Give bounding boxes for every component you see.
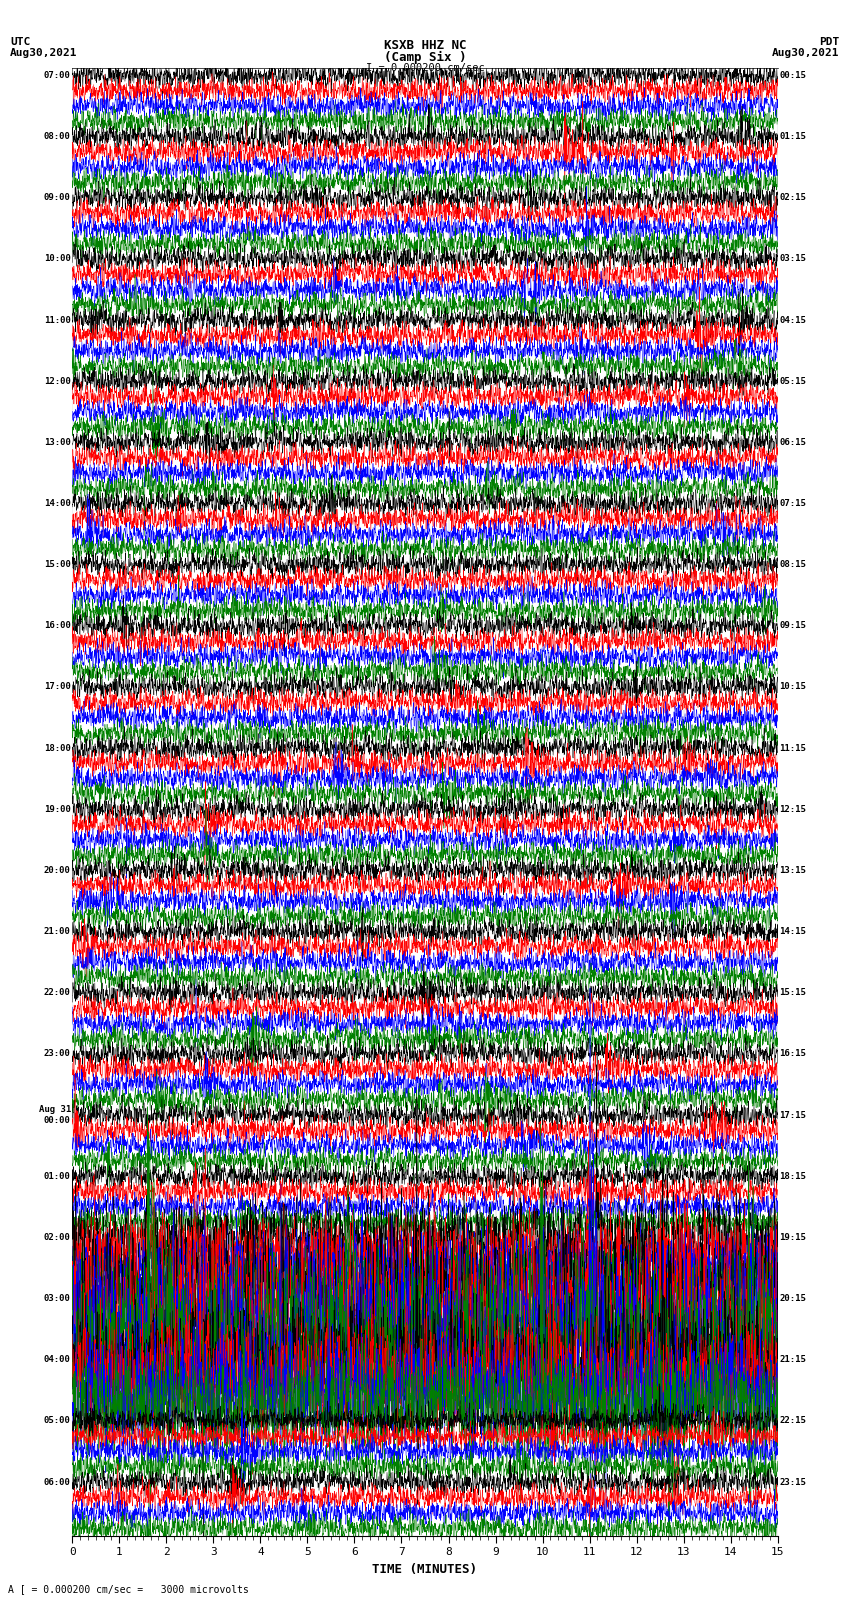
Text: 15:15: 15:15 xyxy=(779,989,806,997)
Text: 22:00: 22:00 xyxy=(44,989,71,997)
Text: 08:15: 08:15 xyxy=(779,560,806,569)
Text: 04:00: 04:00 xyxy=(44,1355,71,1365)
Text: 16:00: 16:00 xyxy=(44,621,71,631)
Text: 10:00: 10:00 xyxy=(44,255,71,263)
Text: UTC: UTC xyxy=(10,37,31,47)
Text: 01:00: 01:00 xyxy=(44,1171,71,1181)
Text: 19:15: 19:15 xyxy=(779,1232,806,1242)
Text: 07:15: 07:15 xyxy=(779,498,806,508)
Text: 06:15: 06:15 xyxy=(779,437,806,447)
Text: 18:00: 18:00 xyxy=(44,744,71,753)
Text: (Camp Six ): (Camp Six ) xyxy=(383,50,467,65)
Text: 22:15: 22:15 xyxy=(779,1416,806,1426)
Text: 18:15: 18:15 xyxy=(779,1171,806,1181)
Text: 09:00: 09:00 xyxy=(44,194,71,202)
Text: 14:15: 14:15 xyxy=(779,927,806,936)
Text: 12:15: 12:15 xyxy=(779,805,806,815)
Text: A [ = 0.000200 cm/sec =   3000 microvolts: A [ = 0.000200 cm/sec = 3000 microvolts xyxy=(8,1584,249,1594)
Text: 15:00: 15:00 xyxy=(44,560,71,569)
Text: 23:15: 23:15 xyxy=(779,1478,806,1487)
Text: 09:15: 09:15 xyxy=(779,621,806,631)
Text: 17:15: 17:15 xyxy=(779,1111,806,1119)
Text: 13:00: 13:00 xyxy=(44,437,71,447)
Text: 13:15: 13:15 xyxy=(779,866,806,874)
Text: 12:00: 12:00 xyxy=(44,377,71,386)
Text: 03:15: 03:15 xyxy=(779,255,806,263)
Text: 08:00: 08:00 xyxy=(44,132,71,140)
Text: 11:00: 11:00 xyxy=(44,316,71,324)
Text: 14:00: 14:00 xyxy=(44,498,71,508)
Text: 11:15: 11:15 xyxy=(779,744,806,753)
Text: 03:00: 03:00 xyxy=(44,1294,71,1303)
Text: 21:00: 21:00 xyxy=(44,927,71,936)
Text: PDT: PDT xyxy=(819,37,840,47)
Text: Aug30,2021: Aug30,2021 xyxy=(773,48,840,58)
Text: 21:15: 21:15 xyxy=(779,1355,806,1365)
Text: KSXB HHZ NC: KSXB HHZ NC xyxy=(383,39,467,52)
Text: 16:15: 16:15 xyxy=(779,1050,806,1058)
Text: 05:15: 05:15 xyxy=(779,377,806,386)
Text: 20:15: 20:15 xyxy=(779,1294,806,1303)
Text: Aug 31
00:00: Aug 31 00:00 xyxy=(38,1105,71,1124)
Text: Aug30,2021: Aug30,2021 xyxy=(10,48,77,58)
Text: 17:00: 17:00 xyxy=(44,682,71,692)
Text: 04:15: 04:15 xyxy=(779,316,806,324)
Text: 19:00: 19:00 xyxy=(44,805,71,815)
Text: 07:00: 07:00 xyxy=(44,71,71,81)
Text: 02:00: 02:00 xyxy=(44,1232,71,1242)
Text: I = 0.000200 cm/sec: I = 0.000200 cm/sec xyxy=(366,63,484,73)
Text: 20:00: 20:00 xyxy=(44,866,71,874)
Text: 10:15: 10:15 xyxy=(779,682,806,692)
Text: 23:00: 23:00 xyxy=(44,1050,71,1058)
Text: 01:15: 01:15 xyxy=(779,132,806,140)
Text: 06:00: 06:00 xyxy=(44,1478,71,1487)
X-axis label: TIME (MINUTES): TIME (MINUTES) xyxy=(372,1563,478,1576)
Text: 02:15: 02:15 xyxy=(779,194,806,202)
Text: 05:00: 05:00 xyxy=(44,1416,71,1426)
Text: 00:15: 00:15 xyxy=(779,71,806,81)
